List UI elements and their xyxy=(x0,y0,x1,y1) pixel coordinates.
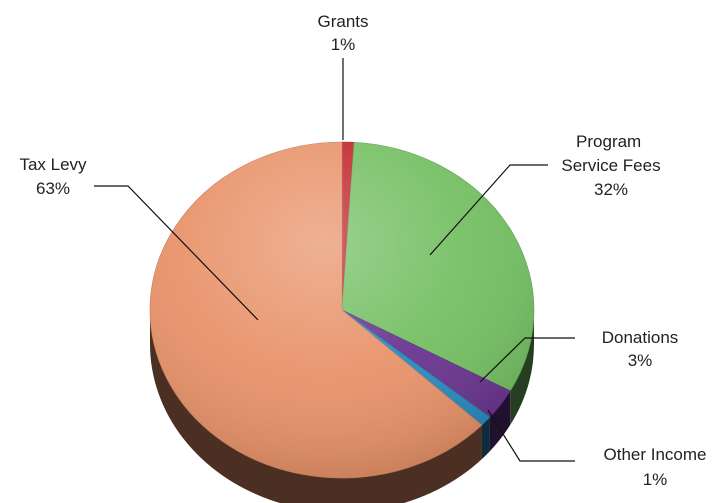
label-other-income-pct: 1% xyxy=(643,470,668,489)
label-tax-levy-pct: 63% xyxy=(36,179,70,198)
label-donations-pct: 3% xyxy=(628,351,653,370)
leader-line-donations xyxy=(479,337,575,383)
leader-line-program-service-fees xyxy=(429,164,548,256)
leader-line-tax-levy xyxy=(94,185,259,321)
leader-lines xyxy=(94,58,575,462)
label-tax-levy: Tax Levy xyxy=(19,155,87,174)
pie-tops xyxy=(149,141,535,479)
label-other-income: Other Income xyxy=(604,445,707,464)
label-grants-pct: 1% xyxy=(331,35,356,54)
label-program-service-fees-pct: 32% xyxy=(594,180,628,199)
label-grants: Grants xyxy=(317,12,368,31)
label-program-service-fees: Program Service Fees xyxy=(561,132,660,175)
label-donations: Donations xyxy=(602,328,679,347)
leader-line-other-income xyxy=(487,409,575,462)
